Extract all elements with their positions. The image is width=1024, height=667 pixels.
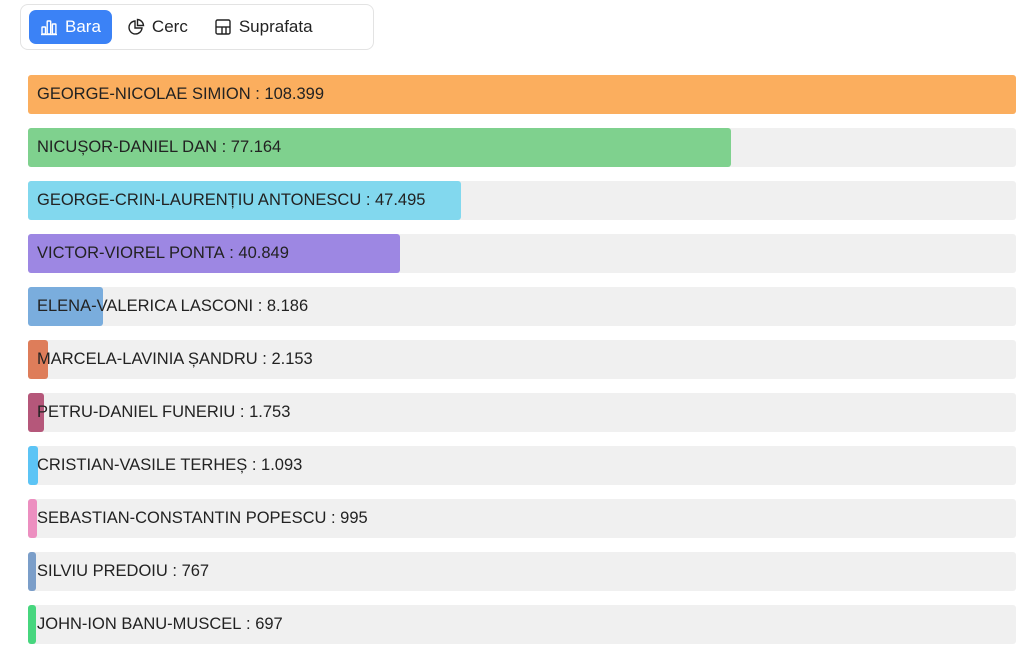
- bar-label: NICUȘOR-DANIEL DAN : 77.164: [37, 128, 281, 167]
- bar-chart-icon: [40, 18, 58, 36]
- pie-chart-icon: [127, 18, 145, 36]
- bar: [28, 446, 38, 485]
- label-separator: :: [326, 509, 341, 527]
- bar: [28, 75, 1016, 114]
- bar-label: VICTOR-VIOREL PONTA : 40.849: [37, 234, 289, 273]
- value-label: 47.495: [375, 191, 426, 209]
- bar-row[interactable]: NICUȘOR-DANIEL DAN : 77.164: [28, 128, 1016, 167]
- bar: [28, 287, 103, 326]
- bar: [28, 552, 36, 591]
- bar-row[interactable]: MARCELA-LAVINIA ȘANDRU : 2.153: [28, 340, 1016, 379]
- bar-label: PETRU-DANIEL FUNERIU : 1.753: [37, 393, 290, 432]
- label-separator: :: [167, 562, 182, 580]
- label-separator: :: [361, 191, 375, 209]
- bar-row[interactable]: GEORGE-NICOLAE SIMION : 108.399: [28, 75, 1016, 114]
- bar-label: JOHN-ION BANU-MUSCEL : 697: [37, 605, 283, 644]
- label-separator: :: [250, 85, 265, 103]
- bar: [28, 605, 36, 644]
- bar-label: ELENA-VALERICA LASCONI : 8.186: [37, 287, 308, 326]
- value-label: 77.164: [230, 138, 282, 156]
- bar-label: CRISTIAN-VASILE TERHEȘ : 1.093: [37, 446, 302, 485]
- tab-treemap[interactable]: Suprafata: [203, 10, 324, 44]
- label-separator: :: [257, 350, 272, 368]
- label-separator: :: [247, 456, 262, 474]
- label-separator: :: [217, 138, 231, 156]
- category-label: ELENA-VALERICA LASCONI: [37, 297, 254, 315]
- bar: [28, 499, 38, 538]
- bar: [28, 393, 44, 432]
- value-label: 8.186: [266, 297, 309, 315]
- bar-label: GEORGE-CRIN-LAURENȚIU ANTONESCU : 47.495: [37, 181, 425, 220]
- tab-label: Cerc: [151, 17, 188, 36]
- bar-row[interactable]: CRISTIAN-VASILE TERHEȘ : 1.093: [28, 446, 1016, 485]
- label-separator: :: [224, 244, 239, 262]
- bar-label: SILVIU PREDOIU : 767: [37, 552, 209, 591]
- value-label: 40.849: [238, 244, 289, 262]
- value-label: 1.093: [261, 456, 303, 474]
- category-label: JOHN-ION BANU-MUSCEL: [37, 615, 242, 633]
- value-label: 108.399: [264, 85, 325, 103]
- treemap-icon: [214, 18, 232, 36]
- tab-label: Bara: [65, 17, 101, 36]
- bar: [28, 234, 401, 273]
- bar: [28, 128, 732, 167]
- category-label: PETRU-DANIEL FUNERIU: [37, 403, 236, 421]
- bar-row[interactable]: SILVIU PREDOIU : 767: [28, 552, 1016, 591]
- tab-pie-chart[interactable]: Cerc: [116, 10, 199, 44]
- bar-row[interactable]: VICTOR-VIOREL PONTA : 40.849: [28, 234, 1016, 273]
- bar: [28, 340, 48, 379]
- value-label: 2.153: [271, 350, 313, 368]
- bar-row[interactable]: GEORGE-CRIN-LAURENȚIU ANTONESCU : 47.495: [28, 181, 1016, 220]
- bar-row[interactable]: SEBASTIAN-CONSTANTIN POPESCU : 995: [28, 499, 1016, 538]
- bar: [28, 181, 461, 220]
- value-label: 697: [255, 615, 283, 633]
- value-label: 995: [340, 509, 368, 527]
- label-separator: :: [235, 403, 250, 421]
- category-label: SILVIU PREDOIU: [37, 562, 168, 580]
- bar-chart: GEORGE-NICOLAE SIMION : 108.399 NICUȘOR-D…: [28, 75, 1016, 658]
- category-label: VICTOR-VIOREL PONTA: [37, 244, 225, 262]
- chart-type-toolbar: Bara Cerc Suprafata: [20, 4, 374, 50]
- bar-row[interactable]: JOHN-ION BANU-MUSCEL : 697: [28, 605, 1016, 644]
- category-label: SEBASTIAN-CONSTANTIN POPESCU: [37, 509, 327, 527]
- category-label: CRISTIAN-VASILE TERHEȘ: [37, 456, 248, 474]
- bar-row[interactable]: ELENA-VALERICA LASCONI : 8.186: [28, 287, 1016, 326]
- tab-bar-chart[interactable]: Bara: [29, 10, 112, 44]
- bar-label: SEBASTIAN-CONSTANTIN POPESCU : 995: [37, 499, 368, 538]
- category-label: GEORGE-CRIN-LAURENȚIU ANTONESCU: [37, 191, 362, 209]
- bar-row[interactable]: PETRU-DANIEL FUNERIU : 1.753: [28, 393, 1016, 432]
- tab-label: Suprafata: [238, 17, 313, 36]
- value-label: 767: [181, 562, 210, 580]
- category-label: MARCELA-LAVINIA ȘANDRU: [37, 350, 258, 368]
- label-separator: :: [241, 615, 256, 633]
- bar-label: MARCELA-LAVINIA ȘANDRU : 2.153: [37, 340, 313, 379]
- category-label: GEORGE-NICOLAE SIMION: [37, 85, 251, 103]
- value-label: 1.753: [249, 403, 291, 421]
- bar-label: GEORGE-NICOLAE SIMION : 108.399: [37, 75, 324, 114]
- category-label: NICUȘOR-DANIEL DAN: [37, 138, 217, 156]
- label-separator: :: [253, 297, 267, 315]
